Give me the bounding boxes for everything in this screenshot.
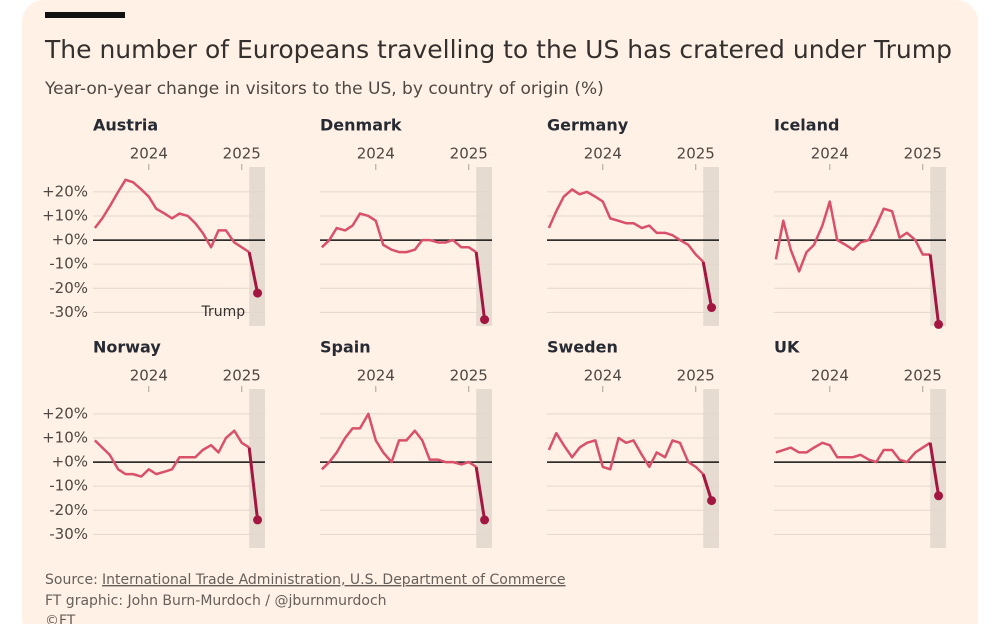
copyright: ©FT bbox=[45, 613, 76, 624]
x-tick-label: 2024 bbox=[130, 145, 168, 163]
drop-segment bbox=[701, 473, 713, 502]
drop-segment bbox=[928, 254, 941, 325]
x-tick-label: 2024 bbox=[811, 145, 849, 163]
x-tick-label: 2025 bbox=[904, 145, 942, 163]
ft-bar bbox=[45, 12, 125, 18]
x-tick-label: 2024 bbox=[584, 367, 622, 385]
y-tick-label: +10% bbox=[42, 428, 88, 446]
period-shade bbox=[703, 389, 719, 548]
drop-segment bbox=[928, 442, 941, 497]
series-line bbox=[320, 212, 477, 254]
period-shade bbox=[930, 389, 946, 548]
drop-segment bbox=[247, 447, 260, 521]
panel-title: UK bbox=[774, 338, 800, 357]
x-tick-label: 2024 bbox=[811, 367, 849, 385]
panel-title: Iceland bbox=[774, 116, 839, 135]
y-tick-label: +10% bbox=[42, 206, 88, 224]
y-tick-label: +0% bbox=[52, 231, 88, 249]
y-tick-label: -10% bbox=[49, 255, 88, 273]
x-tick-label: 2025 bbox=[223, 145, 261, 163]
y-tick-label: +0% bbox=[52, 453, 88, 471]
y-tick-label: -10% bbox=[49, 477, 88, 495]
period-shade bbox=[476, 389, 492, 548]
x-tick-label: 2024 bbox=[357, 367, 395, 385]
series-line bbox=[93, 178, 250, 254]
annotation: Trump bbox=[201, 304, 246, 320]
x-tick-label: 2024 bbox=[130, 367, 168, 385]
x-tick-label: 2025 bbox=[677, 367, 715, 385]
y-tick-label: +20% bbox=[42, 404, 88, 422]
end-point bbox=[480, 315, 490, 325]
end-point bbox=[934, 319, 944, 329]
x-tick-label: 2025 bbox=[223, 367, 261, 385]
y-tick-label: -20% bbox=[49, 501, 88, 519]
period-shade bbox=[476, 167, 492, 326]
panel-title: Germany bbox=[547, 116, 629, 135]
chart-title: The number of Europeans travelling to th… bbox=[44, 35, 952, 64]
source-link[interactable]: International Trade Administration, U.S.… bbox=[102, 572, 566, 588]
y-tick-label: -20% bbox=[49, 279, 88, 297]
series-line bbox=[547, 188, 705, 263]
source-label: Source: bbox=[45, 572, 98, 588]
period-shade bbox=[930, 167, 946, 326]
y-tick-label: -30% bbox=[49, 525, 88, 543]
panel-title: Austria bbox=[93, 116, 158, 135]
period-shade bbox=[249, 389, 265, 548]
end-point bbox=[934, 491, 944, 501]
end-point bbox=[707, 496, 717, 506]
x-tick-label: 2024 bbox=[357, 145, 395, 163]
x-tick-label: 2025 bbox=[450, 367, 488, 385]
x-tick-label: 2024 bbox=[584, 145, 622, 163]
end-point bbox=[707, 303, 717, 313]
series-line bbox=[774, 200, 931, 273]
panel-title: Denmark bbox=[320, 116, 402, 135]
panel-title: Spain bbox=[320, 338, 371, 357]
drop-segment bbox=[474, 251, 487, 320]
credit: FT graphic: John Burn-Murdoch / @jburnmu… bbox=[45, 593, 387, 609]
drop-segment bbox=[247, 251, 260, 294]
end-point bbox=[480, 515, 490, 525]
y-tick-label: -30% bbox=[49, 303, 88, 321]
panel-title: Sweden bbox=[547, 338, 618, 357]
x-tick-label: 2025 bbox=[904, 367, 942, 385]
x-tick-label: 2025 bbox=[450, 145, 488, 163]
series-line bbox=[775, 441, 931, 464]
series-line bbox=[320, 412, 477, 471]
end-point bbox=[253, 515, 263, 525]
drop-segment bbox=[474, 466, 487, 521]
series-line bbox=[93, 429, 250, 478]
series-line bbox=[547, 431, 705, 476]
period-shade bbox=[249, 167, 265, 326]
x-tick-label: 2025 bbox=[677, 145, 715, 163]
panel-title: Norway bbox=[93, 338, 161, 357]
drop-segment bbox=[701, 261, 714, 308]
y-tick-label: +20% bbox=[42, 182, 88, 200]
chart-subtitle: Year-on-year change in visitors to the U… bbox=[44, 79, 604, 99]
end-point bbox=[253, 288, 263, 298]
